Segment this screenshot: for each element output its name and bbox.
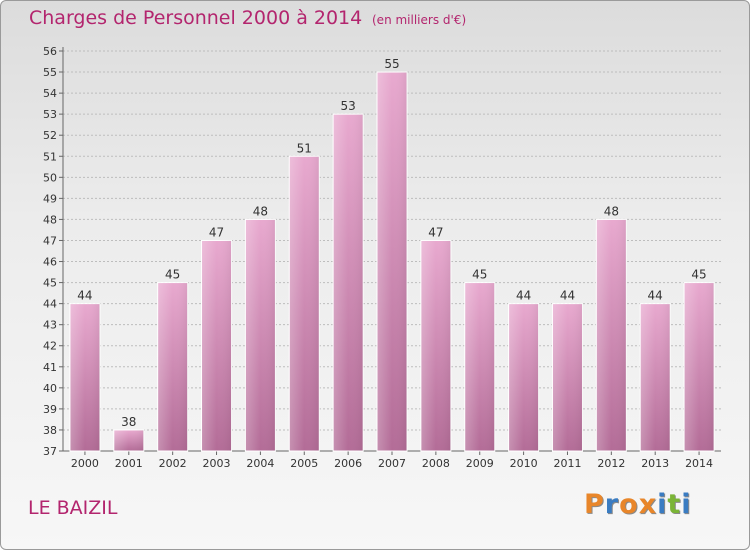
bar-group	[464, 282, 496, 452]
bar-group	[288, 155, 320, 452]
data-label: 48	[604, 204, 619, 218]
bar-highlight	[596, 219, 627, 451]
bar-group	[69, 303, 101, 452]
y-tick-label: 46	[43, 256, 57, 269]
logo-letter: P	[584, 489, 605, 520]
y-tick-label: 49	[43, 192, 57, 205]
y-tick-label: 39	[43, 403, 57, 416]
bar-group	[244, 218, 276, 452]
data-label: 44	[77, 289, 92, 303]
y-tick-label: 53	[43, 108, 57, 121]
y-tick-label: 38	[43, 424, 57, 437]
bar-highlight	[684, 282, 715, 451]
bar-highlight	[508, 303, 539, 451]
data-label: 51	[297, 141, 312, 155]
bar-highlight	[201, 240, 232, 451]
logo-letter: o	[619, 489, 639, 520]
x-tick-label: 2012	[597, 457, 625, 470]
y-tick-label: 51	[43, 150, 57, 163]
bar-group	[639, 303, 671, 452]
bar-highlight	[552, 303, 583, 451]
bar-highlight	[113, 429, 144, 451]
x-tick-label: 2002	[159, 457, 187, 470]
data-label: 44	[516, 289, 531, 303]
logo-letter: i	[681, 489, 692, 520]
y-tick-label: 41	[43, 361, 57, 374]
data-label: 45	[691, 268, 706, 282]
data-label: 47	[428, 225, 443, 239]
bar-highlight	[377, 72, 407, 451]
y-tick-label: 55	[43, 66, 57, 79]
x-tick-label: 2014	[685, 457, 713, 470]
y-tick-label: 37	[43, 445, 57, 458]
y-tick-label: 47	[43, 234, 57, 247]
y-tick-label: 43	[43, 319, 57, 332]
bar-highlight	[157, 282, 188, 451]
x-tick-label: 2000	[71, 457, 99, 470]
y-tick-label: 45	[43, 277, 57, 290]
bar-highlight	[69, 303, 100, 451]
data-label: 48	[253, 204, 268, 218]
y-tick-label: 52	[43, 129, 57, 142]
bar-group	[683, 282, 715, 452]
bar-group	[201, 239, 233, 452]
bar-group	[376, 71, 408, 452]
bar-highlight	[640, 303, 671, 451]
bar-group	[113, 429, 145, 452]
data-label: 45	[472, 268, 487, 282]
bar-highlight	[420, 240, 451, 451]
bar-highlight	[289, 156, 320, 451]
bar-group	[420, 239, 452, 452]
y-tick-label: 48	[43, 213, 57, 226]
chart-title: Charges de Personnel 2000 à 2014	[29, 7, 363, 29]
x-tick-label: 2010	[510, 457, 538, 470]
y-tick-label: 50	[43, 171, 57, 184]
proxiti-logo: Proxiti	[584, 489, 692, 520]
logo-letter: t	[667, 489, 682, 520]
bar-highlight	[333, 114, 364, 451]
y-tick-label: 56	[43, 45, 57, 58]
logo-letter: i	[657, 489, 668, 520]
data-label: 55	[384, 57, 399, 71]
x-tick-label: 2003	[203, 457, 231, 470]
bar-group	[595, 218, 627, 452]
x-tick-label: 2013	[641, 457, 669, 470]
logo-letter: r	[604, 489, 620, 520]
data-label: 53	[340, 99, 355, 113]
data-label: 44	[648, 289, 663, 303]
logo-letter: x	[638, 489, 658, 520]
x-tick-label: 2011	[553, 457, 581, 470]
x-tick-label: 2005	[290, 457, 318, 470]
y-tick-label: 40	[43, 382, 57, 395]
bar-group	[157, 282, 189, 452]
data-label: 47	[209, 225, 224, 239]
x-tick-label: 2001	[115, 457, 143, 470]
y-tick-label: 44	[43, 298, 57, 311]
data-label: 38	[121, 415, 136, 429]
bar-group	[508, 303, 540, 452]
bar-highlight	[464, 282, 495, 451]
x-tick-label: 2008	[422, 457, 450, 470]
y-tick-label: 42	[43, 340, 57, 353]
bar-group	[551, 303, 583, 452]
x-tick-label: 2007	[378, 457, 406, 470]
x-tick-label: 2004	[246, 457, 274, 470]
data-label: 45	[165, 268, 180, 282]
x-tick-label: 2006	[334, 457, 362, 470]
bar-group	[332, 113, 364, 452]
y-tick-label: 54	[43, 87, 57, 100]
chart-unit: (en milliers d'€)	[372, 13, 467, 27]
data-label: 44	[560, 289, 575, 303]
x-tick-label: 2009	[466, 457, 494, 470]
bar-highlight	[245, 219, 276, 451]
commune-name: LE BAIZIL	[28, 497, 118, 519]
